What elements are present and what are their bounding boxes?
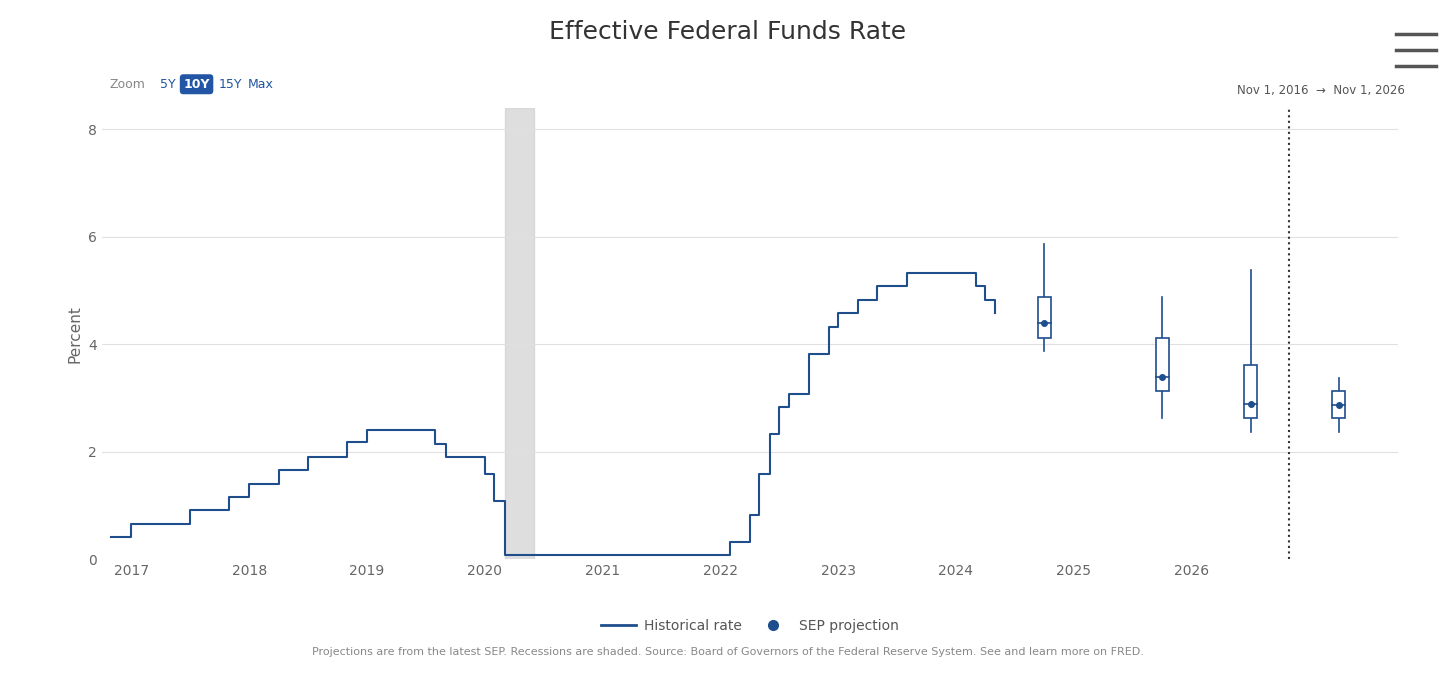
Bar [1156,338,1169,392]
Text: 15Y: 15Y [218,78,242,91]
Line: Historical rate: Historical rate [111,273,994,555]
Historical rate [909,269,926,277]
Bar [1243,365,1257,419]
Text: 5Y: 5Y [160,78,175,91]
Bar [1332,392,1345,419]
Historical rate [526,551,543,559]
Text: Projections are from the latest SEP. Recessions are shaded. Source: Board of Gov: Projections are from the latest SEP. Rec… [312,647,1144,657]
Historical rate [456,453,473,461]
Historical rate [496,551,514,559]
Historical rate [300,453,317,461]
Bar [1038,297,1051,338]
Historical rate [898,269,916,277]
Historical rate [603,551,620,559]
Text: Zoom: Zoom [109,78,146,91]
Historical rate [986,309,1003,317]
Y-axis label: Percent: Percent [67,305,83,363]
Legend: Historical rate, SEP projection: Historical rate, SEP projection [596,613,904,638]
Text: Nov 1, 2016  →  Nov 1, 2026: Nov 1, 2016 → Nov 1, 2026 [1238,84,1405,97]
Historical rate [692,551,709,559]
Historical rate [102,533,119,541]
Text: 10Y: 10Y [183,78,210,91]
Bar [505,108,534,559]
Text: Max: Max [248,78,274,91]
Text: Effective Federal Funds Rate: Effective Federal Funds Rate [549,20,907,44]
